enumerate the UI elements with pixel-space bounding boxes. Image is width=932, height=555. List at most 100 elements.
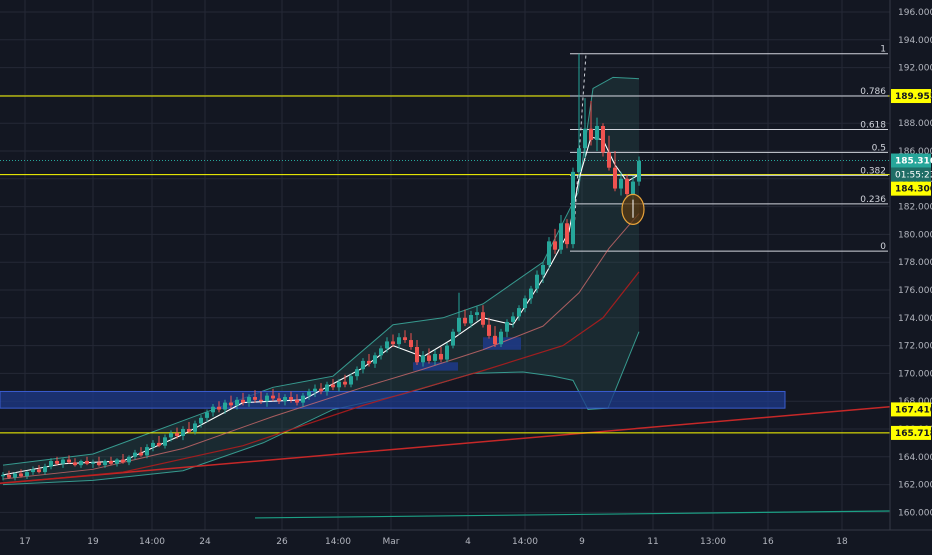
price-tick-label: 188.000 [898,119,932,129]
demand-zones [0,337,786,409]
price-tick-label: 182.000 [898,203,932,213]
candle-body [541,264,545,275]
candle-body [397,337,401,345]
level-tag-184300: 184.300 [895,185,932,195]
candle-body [439,353,443,360]
candle-body [31,469,35,473]
candle-body [535,274,539,289]
candle-body [427,355,431,361]
candle-body [391,341,395,345]
countdown-tag-bg [891,167,931,182]
candle-body [517,308,521,317]
time-tick-label: 17 [19,537,30,547]
candle-body [319,388,323,392]
support-zone [0,390,786,409]
candle-body [601,125,605,153]
price-tick-label: 160.000 [898,508,932,518]
candle-body [217,406,221,410]
time-tick-label: 18 [836,537,848,547]
candle-body [199,417,203,424]
candle-body [457,317,461,332]
time-tick-label: 11 [647,537,658,547]
zone-tag-167410-bg [891,402,931,417]
candle-body [571,171,575,245]
candle-body [631,181,635,195]
candle-body [445,345,449,360]
candle-body [337,381,341,388]
candle-body [109,460,113,464]
candle-body [637,160,641,182]
bollinger-fill [3,77,639,485]
price-tick-label: 194.000 [898,36,932,46]
price-tick-label: 196.000 [898,8,932,18]
last-price-tag-bg [891,153,931,168]
level-tag-189955-bg [891,89,931,104]
candle-body [475,312,479,316]
candle-body [223,402,227,410]
candle-body [121,459,125,463]
fib-trend-dashed [572,53,587,245]
candle-body [511,316,515,322]
horizontal-lines [0,95,890,434]
candle-body [523,298,527,309]
time-axis-bg [0,530,932,550]
candle-body [133,452,137,457]
candle-body [421,355,425,363]
candle-body [451,331,455,346]
zone-tag-167410: 167.410 [895,405,932,415]
candle-body [61,459,65,464]
price-tick-label: 176.000 [898,286,932,296]
price-tick-label: 192.000 [898,64,932,74]
candle-body [355,369,359,377]
candle-body [301,395,305,403]
candle-body [229,402,233,406]
candle-body [595,125,599,140]
candle-body [289,397,293,400]
time-tick-label: Mar [383,537,400,547]
candle-body [265,395,269,402]
candle-body [619,178,623,189]
candle-body [241,399,245,403]
price-axis: 196.000194.000192.000190.000188.000186.0… [889,0,932,530]
candle-body [547,241,551,265]
candle-body [211,406,215,413]
price-tick-label: 162.000 [898,481,932,491]
candle-body [247,397,251,403]
candle-body [7,474,11,478]
candle-body [565,223,569,245]
candle-body [625,178,629,195]
time-tick-label: 4 [465,537,471,547]
candle-body [481,312,485,325]
time-tick-label: 16 [762,537,774,547]
ma-mid [2,213,640,480]
candle-body [193,423,197,432]
candle-body [463,317,467,324]
candle-body [127,456,131,463]
candle-body [433,353,437,361]
candle-body [553,241,557,250]
time-tick-label: 14:00 [139,537,165,547]
fib-level-label: 0.5 [872,143,886,153]
trend-lines [0,406,891,519]
candle-body [307,391,311,396]
candle-body [187,429,191,432]
candle-body [589,128,593,140]
candle-body [505,321,509,332]
candle-body [163,437,167,446]
candle-body [325,384,329,392]
bollinger-upper [2,76,640,466]
candle-body [55,460,59,464]
candle-body [469,315,473,324]
candle-body [559,223,563,250]
time-tick-label: 14:00 [325,537,351,547]
fib-level-label: 0 [880,242,886,252]
candle-body [43,466,47,473]
time-tick-label: 19 [87,537,99,547]
price-tick-label: 178.000 [898,258,932,268]
price-tick-label: 180.000 [898,230,932,240]
candle-body [25,472,29,477]
candle-body [415,346,419,363]
candle-body [577,148,581,172]
